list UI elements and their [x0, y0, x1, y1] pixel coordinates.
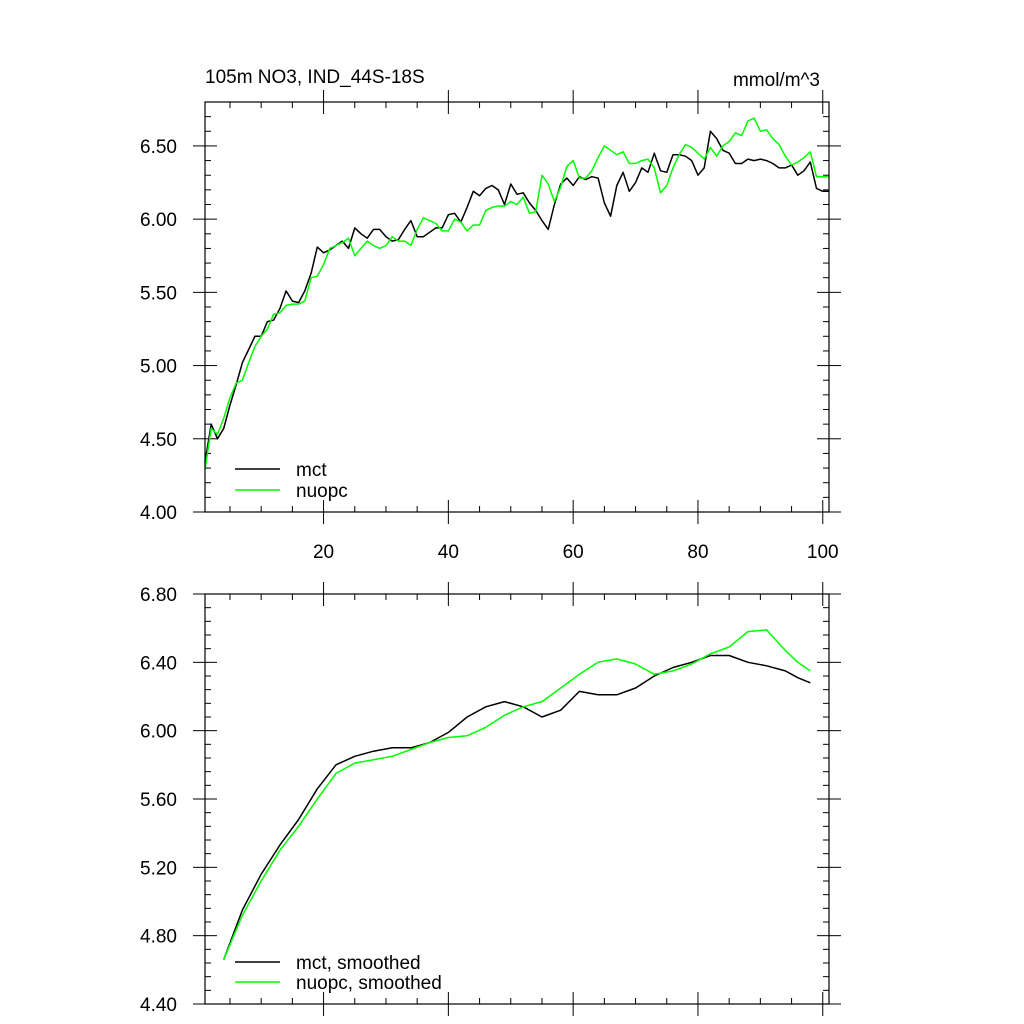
y-tick-label: 5.00	[140, 357, 177, 378]
series-line-nuopc	[204, 117, 829, 470]
x-tick-label: 100	[807, 542, 839, 563]
axes-ticks: 4.40 4.80 5.20 5.60 6.00 6.40 6.80	[140, 582, 841, 1016]
legend: mct nuopc	[235, 460, 348, 502]
y-tick-label: 6.80	[140, 585, 177, 606]
series-lines	[204, 117, 829, 470]
units-label: mmol/m^3	[733, 70, 820, 91]
y-tick-label: 5.50	[140, 283, 177, 304]
chart-title: 105m NO3, IND_44S-18S	[205, 67, 425, 88]
series-lines	[222, 629, 811, 960]
y-tick-label: 5.20	[140, 858, 177, 879]
plot-frame	[204, 101, 830, 513]
legend-label-mct-smoothed: mct, smoothed	[296, 953, 421, 974]
x-tick-label: 60	[563, 542, 584, 563]
y-tick-label: 6.00	[140, 210, 177, 231]
plot-frame	[204, 593, 830, 1005]
y-tick-label: 4.00	[140, 503, 177, 524]
x-tick-label: 80	[687, 542, 708, 563]
y-tick-label: 4.50	[140, 430, 177, 451]
legend-label-nuopc: nuopc	[296, 481, 348, 502]
y-tick-label: 6.50	[140, 137, 177, 158]
legend-label-nuopc-smoothed: nuopc, smoothed	[296, 973, 442, 994]
y-tick-label: 5.60	[140, 790, 177, 811]
series-line-nuopc-smoothed	[223, 629, 811, 960]
bottom-panel: 4.40 4.80 5.20 5.60 6.00 6.40 6.80 mct, smooth…	[140, 582, 841, 1016]
legend-label-mct: mct	[296, 460, 327, 481]
y-tick-label: 6.40	[140, 653, 177, 674]
y-tick-label: 4.80	[140, 927, 177, 948]
top-panel: 105m NO3, IND_44S-18S mmol/m^3 20 40 60 80 1…	[140, 67, 841, 563]
axes-ticks: 20 40 60 80 100 4.00 4.50 5.00 5.50 6.00 6.50	[140, 90, 841, 563]
x-tick-label: 20	[313, 542, 334, 563]
y-tick-label: 6.00	[140, 722, 177, 743]
x-tick-label: 40	[438, 542, 459, 563]
y-tick-label: 4.40	[140, 995, 177, 1016]
legend: mct, smoothed nuopc, smoothed	[235, 953, 442, 994]
series-line-mct	[204, 130, 829, 463]
